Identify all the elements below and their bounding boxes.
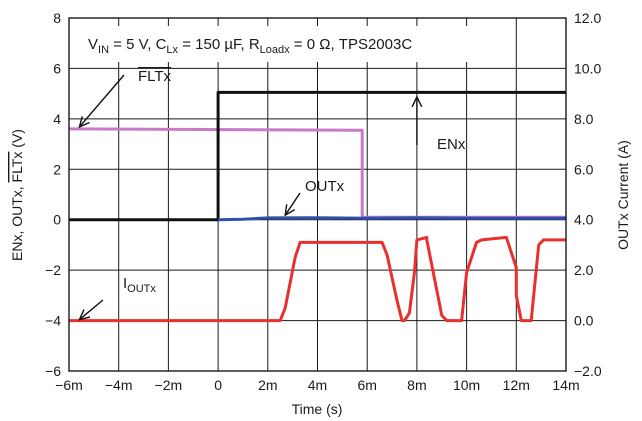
- x-tick-label: −2m: [155, 377, 183, 393]
- y-right-tick-label: 2.0: [574, 262, 594, 278]
- x-tick-label: 14m: [552, 377, 579, 393]
- y-left-tick-label: 4: [53, 111, 61, 127]
- label-outx: OUTx: [305, 178, 345, 195]
- y-right-axis-title: OUTx Current (A): [615, 140, 631, 250]
- x-tick-label: 6m: [357, 377, 376, 393]
- annotations: ENx OUTx FLTx IOUTx: [78, 68, 466, 321]
- y-right-tick-label: 0.0: [574, 313, 594, 329]
- y-right-tick-label: 4.0: [574, 212, 594, 228]
- series-line-enx: [69, 90, 566, 222]
- x-axis-title: Time (s): [292, 401, 343, 417]
- y-left-tick-label: 2: [53, 161, 61, 177]
- condition-text: VIN = 5 V, CLx = 150 µF, RLoadx = 0 Ω, T…: [88, 36, 412, 56]
- tick-labels: −6m −4m −2m 0 2m 4m 6m 8m 10m 12m 14m −6 −4 −2 0 2 4 6 8 −2…: [45, 10, 602, 393]
- x-tick-label: 4m: [308, 377, 327, 393]
- x-tick-label: 12m: [503, 377, 530, 393]
- label-ioutx: IOUTx: [123, 275, 156, 295]
- x-tick-label: 0: [214, 377, 222, 393]
- label-enx: ENx: [437, 136, 466, 153]
- series-line-outx: [218, 216, 566, 222]
- arrow-fltx-head: [78, 116, 90, 129]
- y-left-tick-label: −6: [45, 363, 61, 379]
- y-left-tick-label: −2: [45, 262, 61, 278]
- label-fltx: FLTx: [138, 68, 172, 85]
- y-left-axis-title: ENx, OUTx, FLTx (V): [9, 129, 25, 261]
- arrow-enx-head: [411, 95, 423, 108]
- arrow-outx: [284, 192, 301, 216]
- arrow-ioutx: [78, 299, 104, 321]
- x-tick-label: 2m: [258, 377, 277, 393]
- x-tick-label: 8m: [407, 377, 426, 393]
- x-tick-label: −4m: [105, 377, 133, 393]
- y-right-tick-label: 10.0: [574, 60, 601, 76]
- series-layer: [68, 90, 566, 323]
- series-line-ioutx: [69, 235, 566, 323]
- arrow-fltx: [78, 74, 125, 128]
- y-left-tick-label: 6: [53, 60, 61, 76]
- y-left-tick-label: 0: [53, 212, 61, 228]
- y-right-tick-label: 12.0: [574, 10, 601, 26]
- y-left-tick-label: 8: [53, 10, 61, 26]
- y-right-tick-label: −2.0: [574, 363, 602, 379]
- x-tick-label: 10m: [453, 377, 480, 393]
- arrow-outx-head: [284, 204, 296, 217]
- x-tick-label: −6m: [55, 377, 83, 393]
- y-left-tick-label: −4: [45, 313, 61, 329]
- y-right-tick-label: 6.0: [574, 161, 594, 177]
- condition-box: [80, 26, 492, 62]
- arrow-ioutx-head: [78, 309, 91, 321]
- plot-frame: [68, 17, 567, 372]
- y-right-tick-label: 8.0: [574, 111, 594, 127]
